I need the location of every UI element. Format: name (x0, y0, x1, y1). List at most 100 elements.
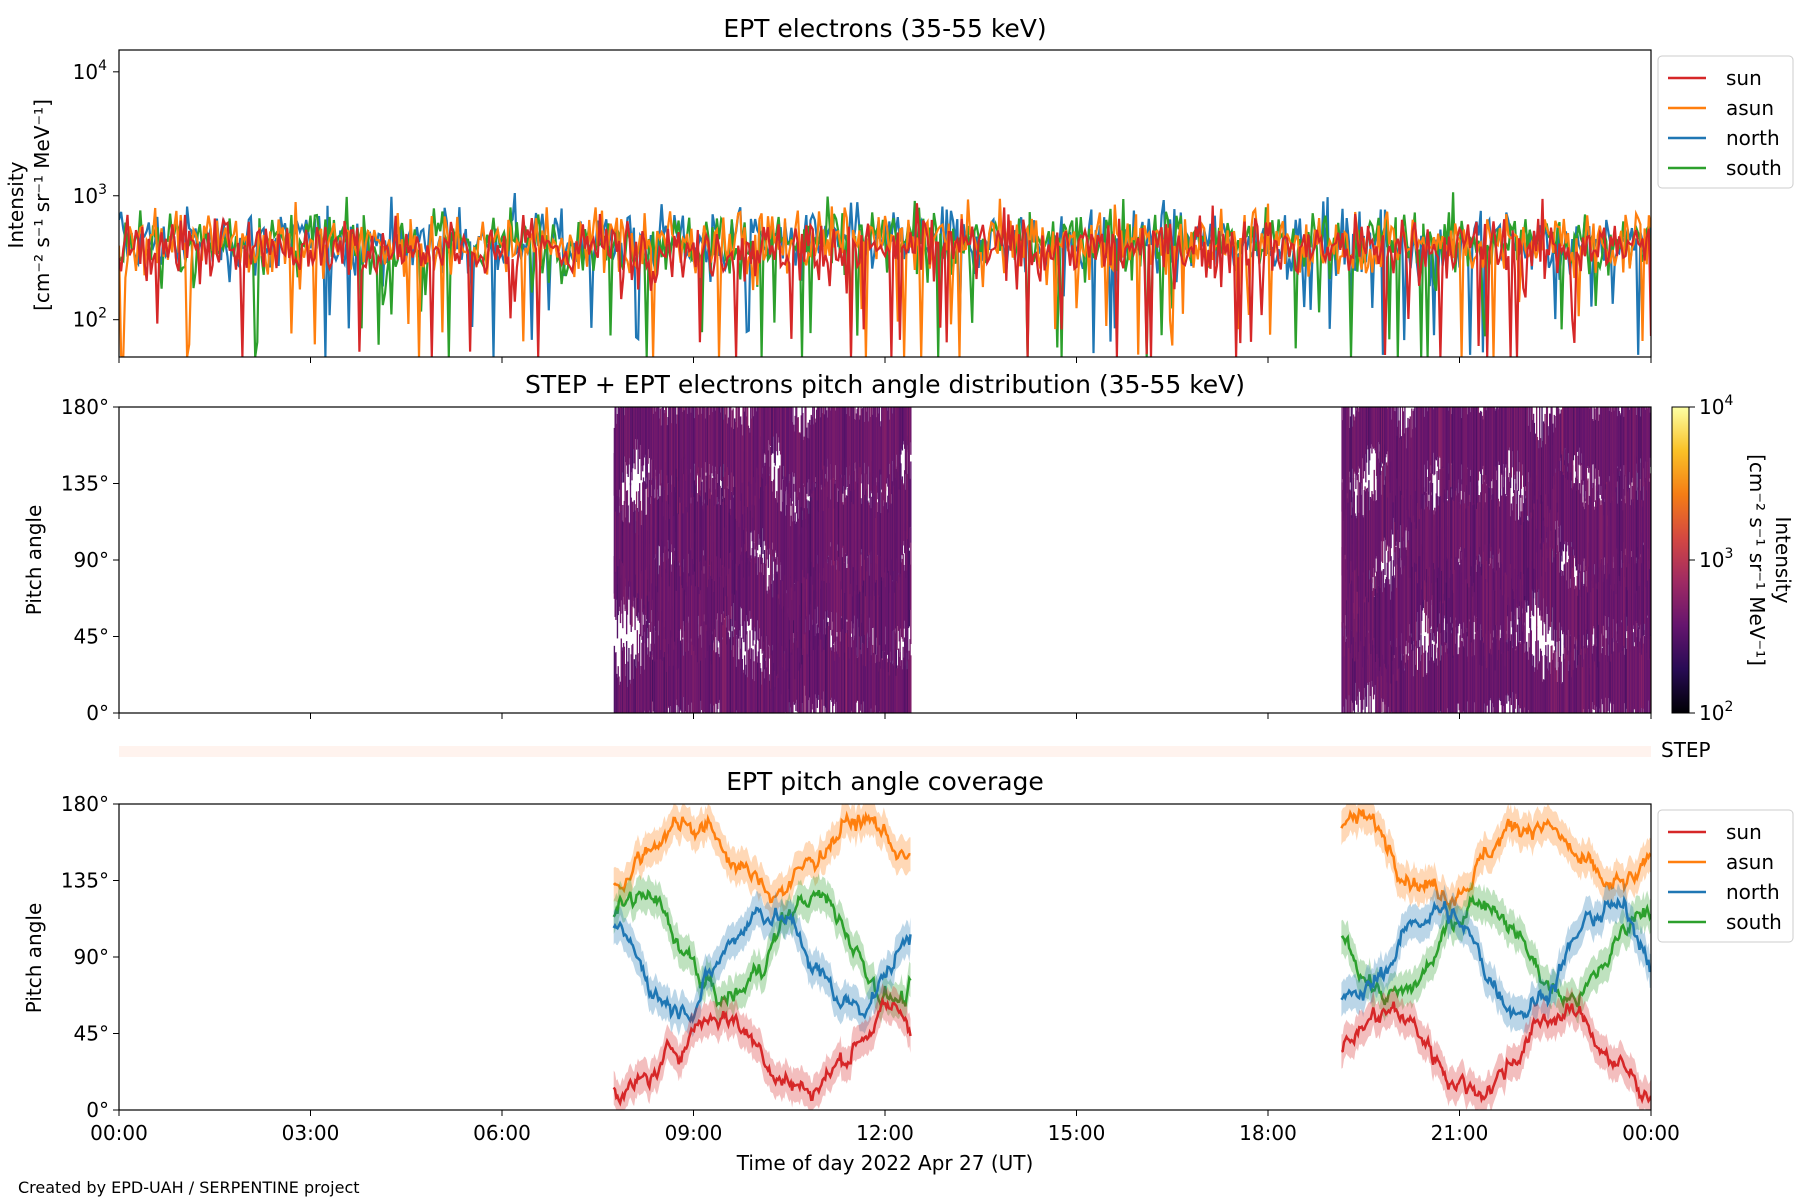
pad-cell (1440, 620, 1442, 713)
pad-cell (838, 633, 840, 713)
pad-cell (1593, 574, 1595, 629)
pad-cell (897, 574, 900, 631)
pad-cell (875, 485, 878, 580)
pad-cell (1548, 532, 1551, 627)
pad-cell (1626, 407, 1628, 490)
pad-cell (618, 498, 620, 570)
pad-cell (1641, 532, 1644, 649)
pad-cell (1496, 480, 1498, 571)
pad-cell (1589, 639, 1591, 713)
pad-cell (688, 622, 691, 713)
pad-cell (1558, 467, 1560, 527)
pad-cell (1547, 644, 1549, 713)
pad-cell (627, 505, 629, 597)
pad-cell (1628, 525, 1631, 662)
pad-cell (1493, 637, 1495, 708)
pad-cell (1404, 670, 1406, 713)
pad-cell (1513, 490, 1516, 599)
series-line-sun (119, 198, 1651, 357)
pad-cell (1571, 407, 1573, 481)
pad-cell (1520, 524, 1523, 572)
pad-cell (1555, 529, 1557, 652)
pad-cell (1587, 478, 1589, 593)
pad-cell (1533, 671, 1536, 713)
pad-cell (623, 646, 626, 713)
pad-cell (1465, 549, 1467, 639)
pad-cell (1630, 499, 1633, 552)
pad-cell (658, 407, 660, 497)
pad-cell (1406, 526, 1408, 662)
pad-cell (1626, 556, 1628, 632)
pad-cell (902, 553, 904, 642)
pad-cell (1454, 643, 1457, 713)
pad-cell (1480, 640, 1482, 713)
pad-cell (1469, 501, 1471, 551)
pad-cell (1403, 437, 1405, 499)
pad-cell (684, 457, 687, 592)
pad-cell (1624, 407, 1627, 475)
pad-cell (1480, 410, 1482, 474)
pad-cell (1617, 553, 1619, 634)
pad-cell (877, 556, 879, 647)
pad-cell (627, 407, 629, 477)
pad-cell (713, 466, 715, 593)
pad-cell (737, 427, 739, 486)
pad-cell (832, 481, 834, 562)
pad-cell (868, 641, 871, 713)
pad-cell (1444, 484, 1447, 579)
pad-cell (1575, 476, 1578, 571)
pad-cell (809, 630, 811, 698)
pad-cell (730, 557, 733, 607)
pad-cell (760, 436, 763, 565)
pad-cell (664, 413, 666, 487)
pad-cell (671, 470, 674, 568)
pad-cell (843, 562, 845, 625)
pad-cell (1354, 522, 1356, 662)
pad-cell (638, 407, 640, 450)
pad-cell (838, 642, 841, 713)
pad-cell (812, 611, 815, 713)
pad-cell (743, 407, 745, 530)
pad-cell (1437, 407, 1439, 467)
pad-cell (696, 408, 698, 474)
pad-cell (841, 557, 844, 630)
legend-label-asun: asun (1726, 850, 1774, 874)
coverage-band-sun (1341, 984, 1651, 1110)
pad-cell (1639, 529, 1641, 653)
pad-cell (1523, 652, 1526, 708)
pad-cell (1516, 624, 1519, 713)
pad-cell (1372, 622, 1375, 700)
pad-cell (1444, 463, 1446, 601)
pad-cell (883, 540, 885, 670)
pad-cell (853, 418, 855, 463)
pad-cell (697, 407, 699, 476)
pad-cell (1447, 473, 1450, 586)
pad-cell (1422, 676, 1424, 713)
pad-cell (1385, 407, 1388, 455)
pad-cell (753, 557, 756, 628)
pad-cell (1536, 475, 1539, 580)
pad-cell (1383, 407, 1385, 465)
pad-cell (1528, 633, 1530, 713)
pad-cell (817, 633, 819, 700)
pad-cell (1362, 407, 1364, 459)
pad-cell (1494, 457, 1496, 592)
pad-cell (822, 551, 825, 620)
pad-cell (691, 543, 694, 645)
pad-cell (862, 657, 865, 702)
pad-cell (1345, 483, 1347, 582)
pad-heatmap-cells (613, 407, 1651, 713)
pad-cell (635, 654, 637, 713)
pad-cell (1501, 544, 1503, 652)
pad-cell (1631, 557, 1634, 629)
pad-cell (1341, 482, 1343, 576)
pad-cell (1574, 644, 1576, 713)
pad-cell (745, 407, 747, 528)
pad-cell (1584, 647, 1586, 713)
pad-cell (1476, 614, 1478, 713)
pad-cell (1590, 407, 1592, 498)
pad-cell (1432, 660, 1434, 713)
pad-cell (1553, 650, 1555, 713)
pad-cell (724, 497, 726, 567)
x-tick-label: 09:00 (665, 1121, 723, 1145)
